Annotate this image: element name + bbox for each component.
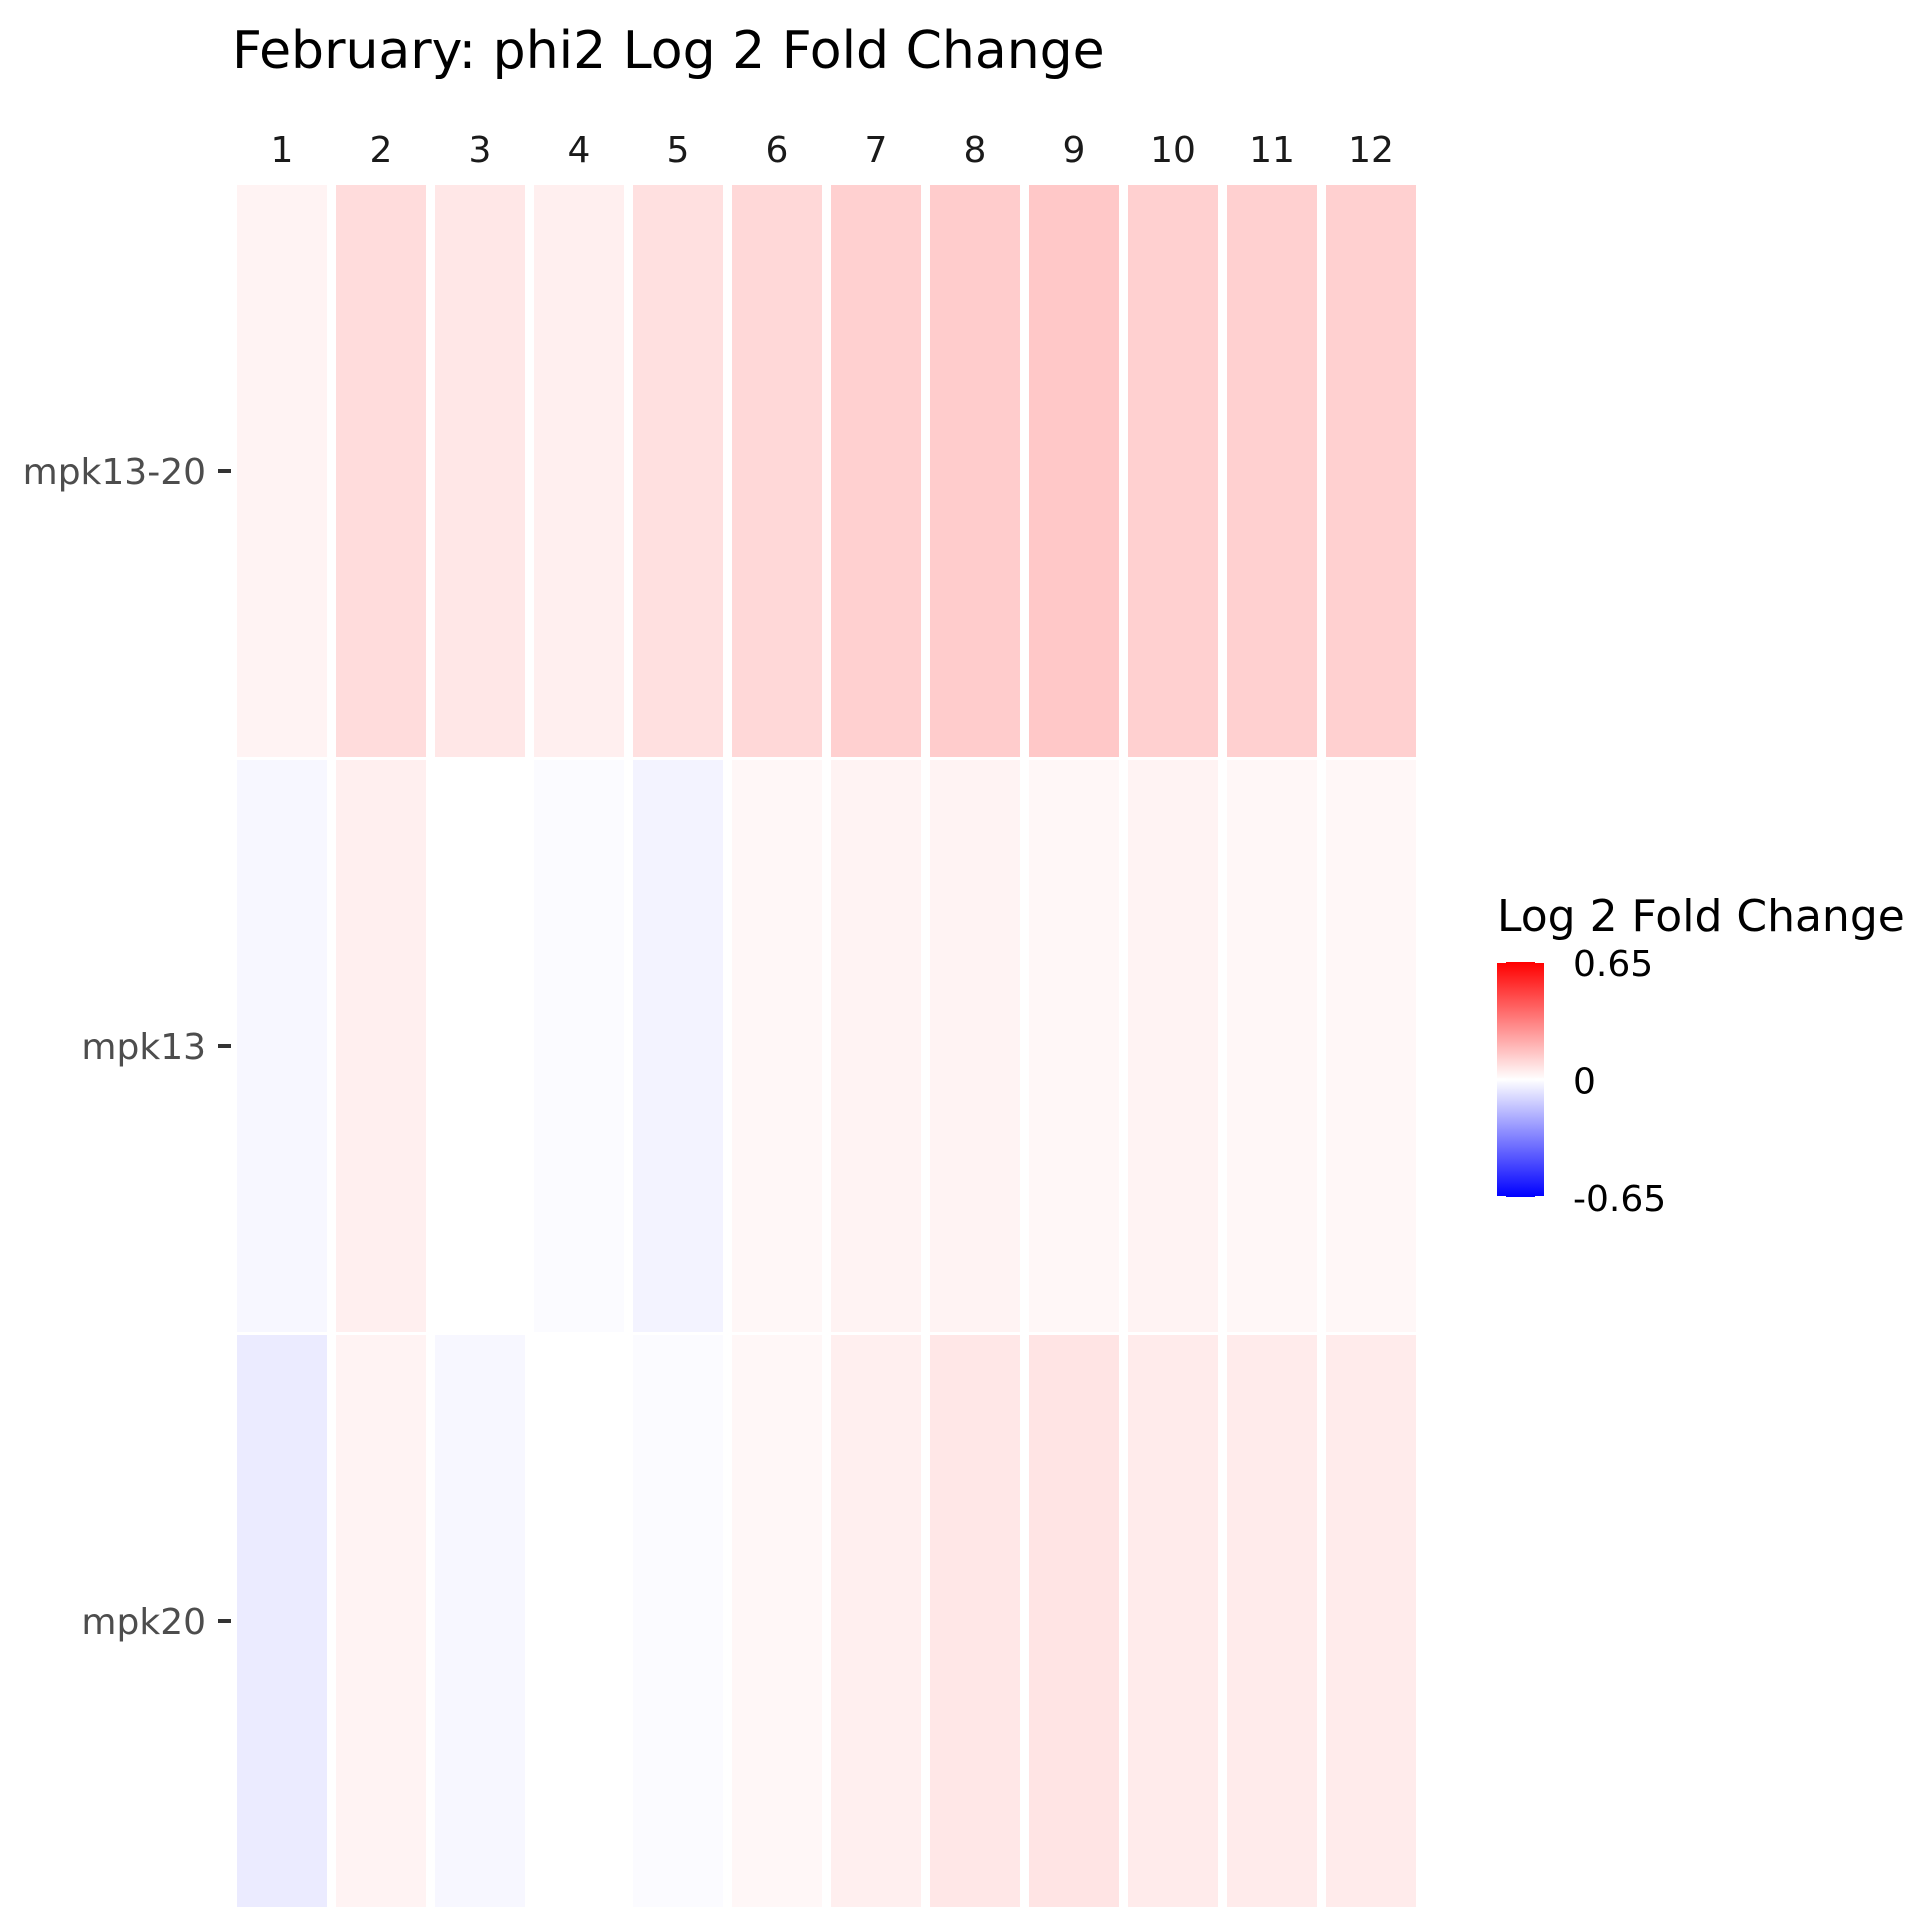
heatmap-cell-mpk13-12	[1326, 760, 1416, 1332]
legend-tick-label: -0.65	[1573, 1179, 1666, 1220]
legend-title: Log 2 Fold Change	[1497, 891, 1905, 942]
legend-tick-label: 0.65	[1573, 944, 1653, 985]
row-label-mpk20: mpk20	[81, 1602, 206, 1643]
heatmap-cell-mpk20-3	[435, 1335, 525, 1907]
legend-tick-label: 0	[1573, 1062, 1596, 1103]
color-legend: Log 2 Fold Change 0.65 0 -0.65	[1497, 891, 1905, 1220]
column-label-11: 11	[1249, 130, 1295, 171]
heatmap-cell-mpk20-5	[633, 1335, 723, 1907]
heatmap-cell-mpk13-6	[732, 760, 822, 1332]
heatmap-cell-mpk13-20-6	[732, 185, 822, 757]
column-label-4: 4	[568, 130, 591, 171]
heatmap-cell-mpk13-20-7	[831, 185, 921, 757]
row-label-mpk13: mpk13	[81, 1027, 206, 1068]
heatmap-cell-mpk13-20-9	[1029, 185, 1119, 757]
heatmap-cell-mpk13-9	[1029, 760, 1119, 1332]
heatmap-cell-mpk20-8	[930, 1335, 1020, 1907]
column-label-3: 3	[469, 130, 492, 171]
heatmap-cell-mpk20-6	[732, 1335, 822, 1907]
heatmap-cell-mpk13-20-1	[237, 185, 327, 757]
column-labels: 1 2 3 4 5 6 7 8 9 10 11 12	[271, 130, 1394, 171]
column-label-7: 7	[865, 130, 888, 171]
heatmap-cell-mpk13-11	[1227, 760, 1317, 1332]
column-label-12: 12	[1348, 130, 1394, 171]
chart-title: February: phi2 Log 2 Fold Change	[232, 21, 1105, 81]
heatmap-cell-mpk13-20-10	[1128, 185, 1218, 757]
heatmap-cell-mpk13-10	[1128, 760, 1218, 1332]
column-label-9: 9	[1063, 130, 1086, 171]
heatmap-cell-mpk13-8	[930, 760, 1020, 1332]
heatmap-cells	[237, 185, 1416, 1907]
heatmap-cell-mpk20-11	[1227, 1335, 1317, 1907]
heatmap-cell-mpk13-20-8	[930, 185, 1020, 757]
heatmap-cell-mpk13-7	[831, 760, 921, 1332]
heatmap-cell-mpk20-7	[831, 1335, 921, 1907]
row-label-mpk13-20: mpk13-20	[23, 452, 206, 493]
column-label-1: 1	[271, 130, 294, 171]
heatmap-cell-mpk13-20-3	[435, 185, 525, 757]
column-label-2: 2	[370, 130, 393, 171]
column-label-10: 10	[1150, 130, 1196, 171]
heatmap-cell-mpk13-20-5	[633, 185, 723, 757]
heatmap-cell-mpk13-5	[633, 760, 723, 1332]
legend-ticks: 0.65 0 -0.65	[1497, 944, 1666, 1220]
column-label-6: 6	[766, 130, 789, 171]
heatmap-cell-mpk13-20-12	[1326, 185, 1416, 757]
heatmap-cell-mpk13-1	[237, 760, 327, 1332]
heatmap-cell-mpk20-9	[1029, 1335, 1119, 1907]
heatmap-cell-mpk20-12	[1326, 1335, 1416, 1907]
heatmap-cell-mpk20-2	[336, 1335, 426, 1907]
heatmap-cell-mpk13-20-11	[1227, 185, 1317, 757]
heatmap-cell-mpk13-2	[336, 760, 426, 1332]
heatmap-cell-mpk20-4	[534, 1335, 624, 1907]
row-labels: mpk13-20 mpk13 mpk20	[23, 452, 231, 1643]
heatmap-cell-mpk13-4	[534, 760, 624, 1332]
column-label-8: 8	[964, 130, 987, 171]
heatmap-cell-mpk20-1	[237, 1335, 327, 1907]
heatmap-cell-mpk13-20-4	[534, 185, 624, 757]
heatmap-cell-mpk13-3	[435, 760, 525, 1332]
heatmap-cell-mpk13-20-2	[336, 185, 426, 757]
column-label-5: 5	[667, 130, 690, 171]
heatmap-cell-mpk20-10	[1128, 1335, 1218, 1907]
